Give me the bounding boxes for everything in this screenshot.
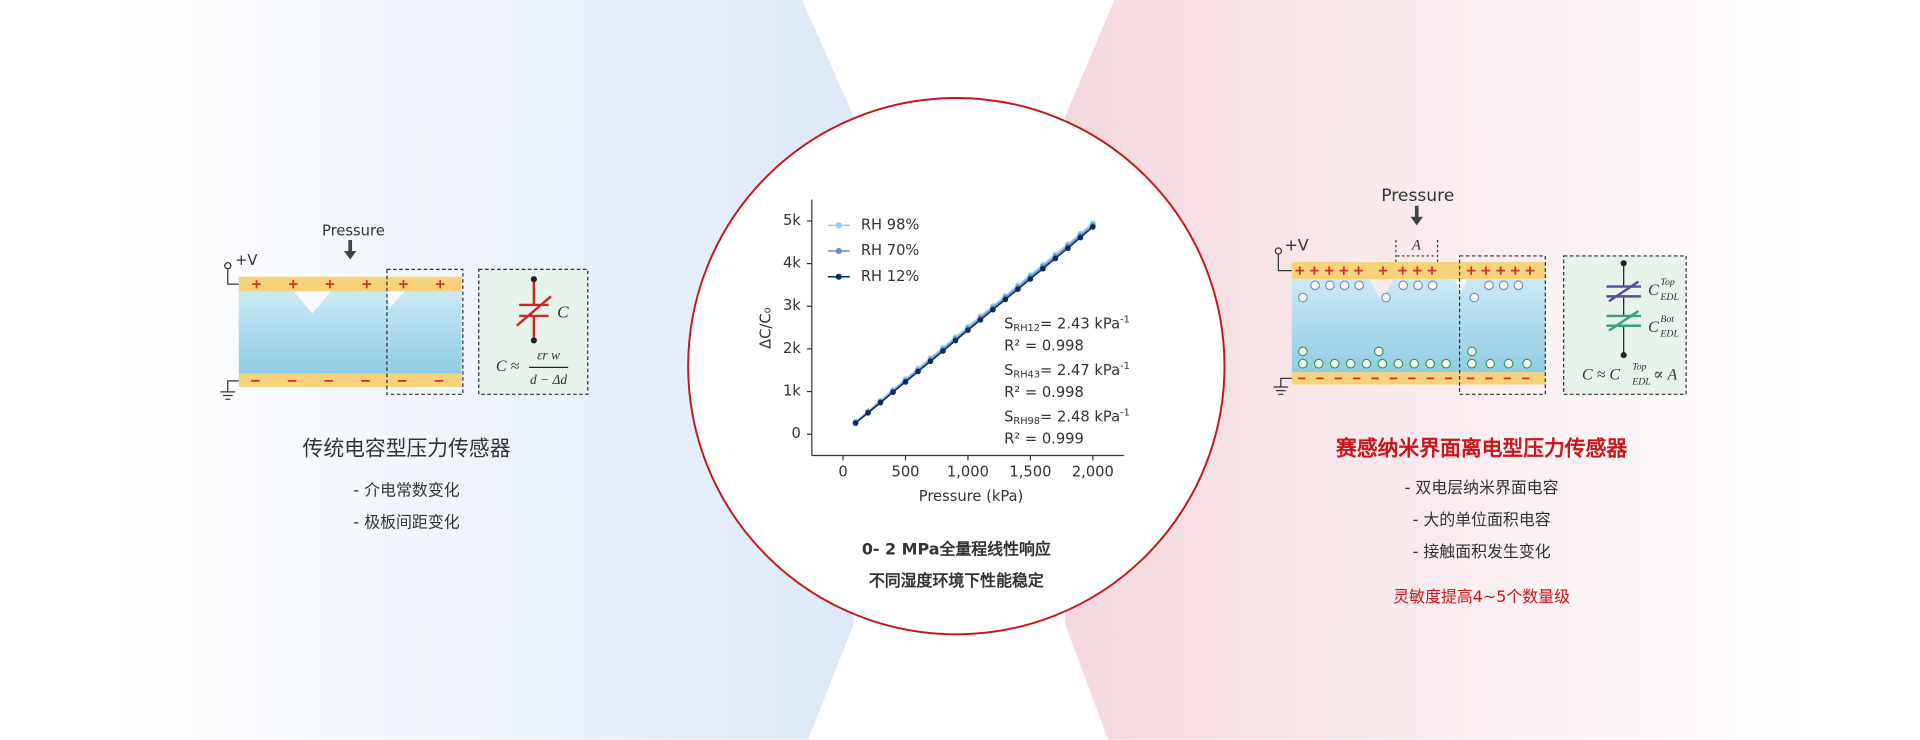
data-point [1015,286,1021,292]
legend-label: RH 70% [861,242,920,259]
x-tick-label: 500 [891,464,919,481]
y-tick-label: 2k [783,340,801,357]
center-circle [687,97,1226,636]
formula-num: εr w [537,347,560,362]
left-bullet: - 极板间距变化 [353,512,459,531]
formula-lhs: C ≈ C [1582,367,1620,384]
data-point [915,368,921,375]
annotation-r2: R² = 0.998 [1004,338,1084,355]
data-point [902,379,909,385]
data-point [890,389,896,396]
right-bullet: - 大的单位面积电容 [1413,510,1551,529]
formula-sub: EDL [1631,376,1650,387]
y-axis-label: ΔC/C₀ [758,307,775,349]
data-point [1077,234,1084,241]
annotation: SRH98= 2.48 kPa-1 [1004,408,1130,428]
annotation-sup: -1 [1120,315,1130,326]
voltage-label: +V [1284,236,1308,255]
annotation: SRH43= 2.47 kPa-1 [1004,361,1130,381]
voltage-label: +V [235,252,257,269]
legend-label: RH 12% [861,268,920,285]
annotation-sub: RH43 [1013,370,1040,381]
cap-bot-sub: EDL [1659,329,1678,340]
cap-top-sub: EDL [1659,292,1678,303]
annotation-r2: R² = 0.998 [1004,384,1084,401]
y-tick-label: 5k [783,212,801,229]
data-point [1002,296,1009,303]
cap-top-sup: Top [1660,277,1674,288]
y-tick-label: 1k [783,383,801,400]
pressure-label: Pressure [322,222,385,239]
annotation-sup: -1 [1120,408,1130,419]
data-point [927,358,934,365]
legend-label: RH 98% [861,216,920,233]
formula-rhs: ∝ A [1653,367,1677,384]
annotation-sub: RH12 [1013,323,1040,334]
data-point [1040,265,1046,272]
right-highlight: 灵敏度提高4~5个数量级 [1393,587,1570,606]
data-point [977,317,984,323]
cap-top-base: C [1648,282,1659,299]
data-point [1027,276,1034,282]
right-bullet: - 双电层纳米界面电容 [1405,478,1559,497]
data-point [952,337,959,344]
annotation-text: = 2.47 kPa [1040,362,1120,379]
data-point [865,410,871,416]
legend-marker [835,273,842,280]
x-tick-label: 2,000 [1072,464,1114,481]
data-point [1065,245,1071,252]
formula-den: d − Δd [530,372,567,387]
right-bullet: - 接触面积发生变化 [1413,542,1551,561]
cap-label: C [557,302,569,321]
data-point [965,327,971,333]
y-tick-label: 3k [783,297,801,314]
legend-marker [835,247,842,255]
area-label: A [1411,238,1422,254]
annotation-r2: R² = 0.999 [1004,431,1084,448]
right-title: 赛感纳米界面离电型压力传感器 [1335,436,1628,460]
data-point [940,348,946,354]
y-tick-label: 0 [791,425,800,442]
annotation-sup: -1 [1120,361,1130,372]
left-bullet: - 介电常数变化 [353,481,459,500]
x-tick-label: 1,000 [947,464,989,481]
annotation-symbol: S [1004,362,1013,379]
caption: 0- 2 MPa全量程线性响应 [862,539,1051,558]
annotation-text: = 2.48 kPa [1040,409,1120,426]
legend-marker [835,222,842,229]
pressure-label: Pressure [1381,186,1454,206]
right-diagram: Pressure +V A C Top EDL C Bot EDL C ≈ C … [1273,186,1687,395]
x-tick-label: 1,500 [1009,464,1051,481]
chart: 0 500 1,000 1,500 2,000 0 1k 2k 3k 4k 5k RH 98% RH 7… [783,199,1130,481]
cap-bot-sup: Bot [1660,314,1674,325]
annotation-symbol: S [1004,316,1013,333]
data-point [1052,255,1059,262]
y-tick-label: 4k [783,255,801,272]
annotation-symbol: S [1004,409,1013,426]
formula-lhs: C ≈ [496,358,520,375]
x-tick-label: 0 [838,464,847,481]
left-diagram: Pressure +V C C ≈ εr w d − Δd [220,222,589,400]
data-point [990,306,996,313]
annotation: SRH12= 2.43 kPa-1 [1004,315,1130,335]
data-point [852,420,859,426]
caption: 不同湿度环境下性能稳定 [869,571,1044,590]
formula-sup: Top [1632,362,1646,373]
data-point [877,399,884,406]
cap-bot-base: C [1648,319,1659,336]
annotation-text: = 2.43 kPa [1040,316,1120,333]
left-title: 传统电容型压力传感器 [303,436,511,460]
annotation-sub: RH98 [1013,416,1040,427]
data-point [1090,224,1096,230]
x-axis-label: Pressure (kPa) [919,488,1024,505]
